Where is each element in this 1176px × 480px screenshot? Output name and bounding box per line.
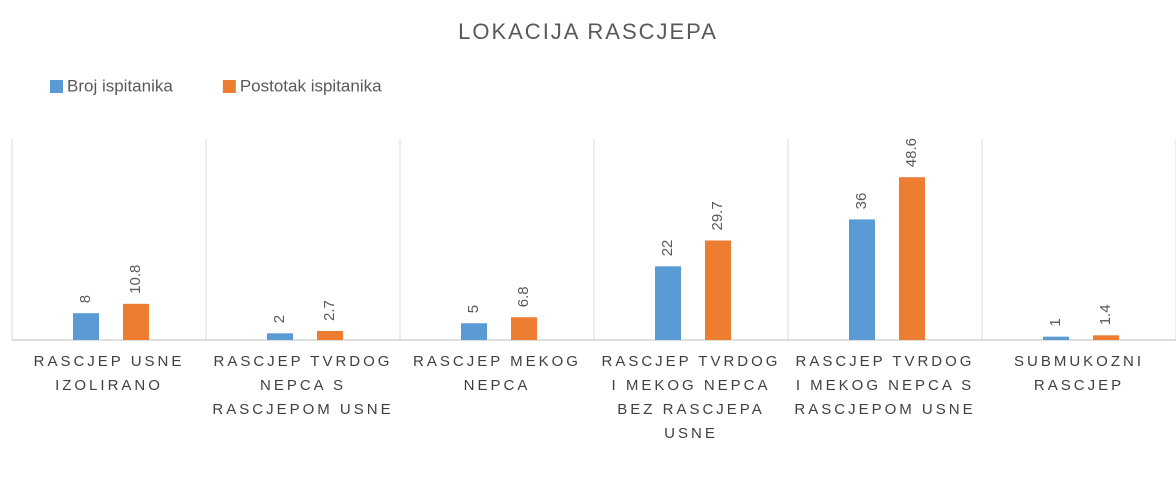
- data-label: 2.7: [321, 300, 338, 321]
- legend-label: Broj ispitanika: [67, 76, 173, 95]
- bar: [1043, 336, 1069, 340]
- bar: [511, 317, 537, 340]
- bar: [267, 333, 293, 340]
- bar: [705, 240, 731, 340]
- data-label: 6.8: [515, 286, 532, 307]
- bar: [73, 313, 99, 340]
- bar: [1093, 335, 1119, 340]
- legend-label: Postotak ispitanika: [240, 76, 382, 95]
- data-label: 36: [853, 193, 870, 210]
- bar: [317, 330, 343, 340]
- bar: [655, 266, 681, 340]
- data-label: 8: [77, 295, 94, 303]
- data-label: 1: [1047, 318, 1064, 326]
- x-tick-label: RASCJEP USNE IZOLIRANO: [33, 353, 185, 394]
- chart-title: LOKACIJA RASCJEPA: [458, 19, 718, 44]
- legend-swatch: [222, 80, 236, 93]
- data-label: 1.4: [1097, 304, 1114, 325]
- data-label: 48.6: [903, 138, 920, 167]
- bar: [849, 219, 875, 340]
- bar: [899, 177, 925, 340]
- x-tick-label: SUBMUKOZNI RASCJEP: [1013, 353, 1144, 394]
- x-tick-label: RASCJEP TVRDOG I MEKOG NEPCA BEZ RASCJEP…: [601, 353, 781, 442]
- data-label: 5: [465, 305, 482, 313]
- data-label: 29.7: [709, 201, 726, 230]
- x-tick-label: RASCJEP TVRDOG I MEKOG NEPCA S RASCJEPOM…: [794, 353, 976, 418]
- data-label: 2: [271, 315, 288, 323]
- x-tick-label: RASCJEP MEKOG NEPCA: [413, 353, 581, 394]
- data-label: 10.8: [127, 265, 144, 294]
- bar: [461, 323, 487, 340]
- x-tick-label: RASCJEP TVRDOG NEPCA S RASCJEPOM USNE: [212, 353, 394, 418]
- bar: [123, 303, 149, 340]
- data-label: 22: [659, 240, 676, 257]
- legend-swatch: [50, 80, 63, 93]
